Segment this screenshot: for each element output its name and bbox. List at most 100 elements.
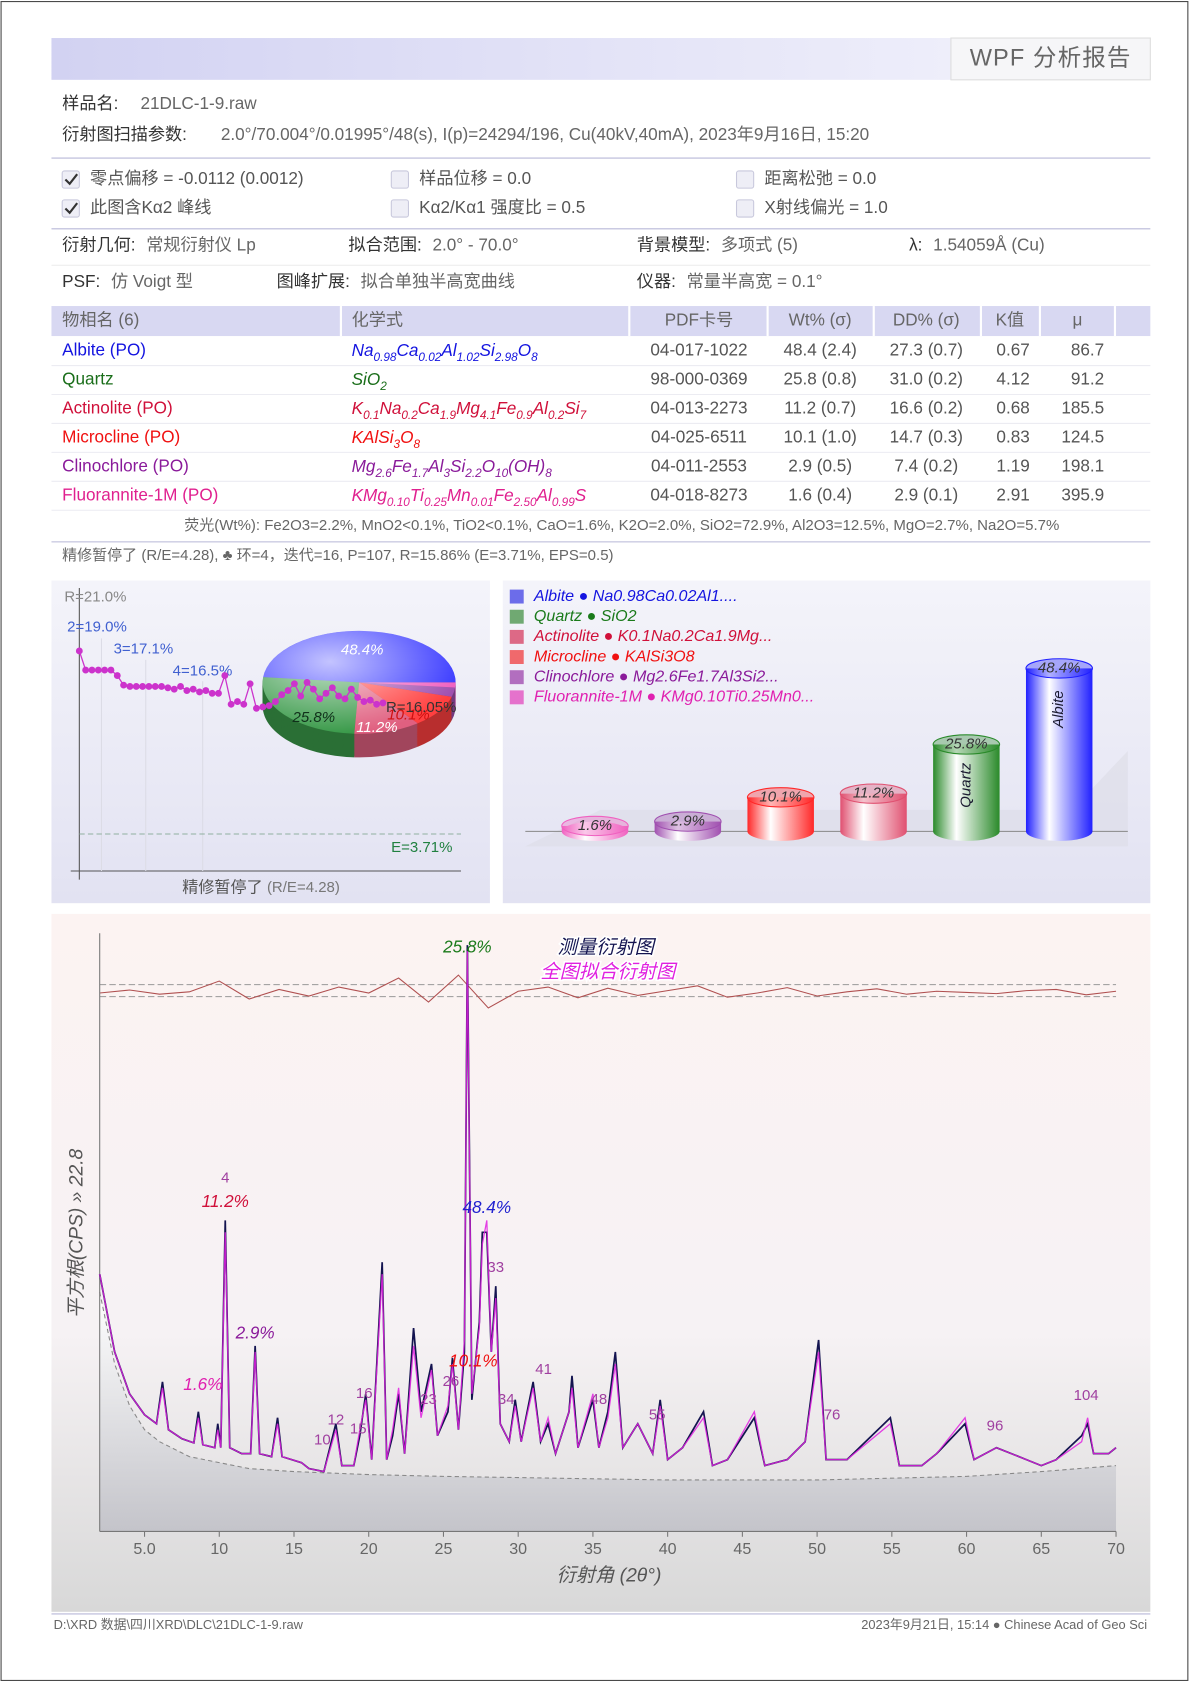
checkbox	[735, 170, 755, 189]
x-tick-label: 5.0	[133, 1540, 155, 1558]
table-cell: 04-017-1022	[650, 340, 747, 360]
r-point	[328, 684, 336, 692]
cylinder-top	[654, 811, 722, 832]
table-cell: 91.2	[1071, 369, 1104, 389]
option-label: Kα2/Kα1 强度比 = 0.5	[419, 197, 585, 217]
pie-label: 11.2%	[356, 719, 397, 736]
bar-value-label: 48.4%	[1038, 659, 1081, 676]
table-cell: 27.3 (0.7)	[890, 340, 963, 360]
r-point	[347, 685, 355, 693]
r-point	[208, 689, 216, 697]
table-cell: Quartz	[62, 369, 113, 389]
bar-value-label: 25.8%	[944, 735, 988, 752]
r-point	[107, 666, 115, 674]
peak-annotation: 96	[987, 1418, 1004, 1435]
option-label: X射线偏光 = 1.0	[764, 197, 887, 217]
bar-value-label: 11.2%	[853, 785, 894, 802]
sample-value: 21DLC-1-9.raw	[140, 93, 257, 113]
table-cell: 1.6 (0.4)	[788, 484, 852, 504]
checkbox	[390, 199, 409, 218]
x-tick-label: 35	[584, 1540, 602, 1558]
setting-label: 衍射几何:	[62, 235, 135, 255]
r-point	[373, 700, 381, 708]
title-box	[950, 37, 1151, 81]
table-cell: 0.83	[996, 426, 1029, 446]
footer-date: 2023年9月21日, 15:14 ● Chinese Acad of Geo …	[861, 1617, 1147, 1632]
x-tick-label: 60	[958, 1540, 976, 1558]
checkbox	[390, 170, 409, 189]
r-label: R=21.0%	[64, 589, 126, 606]
r-point	[164, 684, 172, 692]
setting-value: 多项式 (5)	[721, 235, 798, 255]
checkmark	[64, 173, 79, 186]
setting-value: 拟合单独半高宽曲线	[361, 271, 515, 291]
legend-entry: Clinochlore ● Mg2.6Fe1.7Al3Si2...	[534, 667, 779, 685]
cylinder-top	[932, 734, 1001, 755]
table-cell: 98-000-0369	[650, 369, 747, 389]
r-point	[221, 672, 229, 679]
scan-value: 2.0°/70.004°/0.01995°/48(s), I(p)=24294/…	[221, 124, 869, 144]
peak-annotation: 48	[591, 1391, 608, 1408]
r-point	[132, 683, 140, 690]
table-cell: 14.7 (0.3)	[890, 426, 963, 446]
legend-entry: Quartz ● SiO2	[534, 607, 637, 625]
r-point	[253, 704, 260, 712]
r-point	[170, 685, 178, 693]
formula: Na0.98Ca0.02Al1.02Si2.98O8	[352, 340, 538, 364]
x-tick-label: 30	[509, 1540, 527, 1558]
peak-annotation: 15	[350, 1421, 367, 1438]
r-point	[196, 688, 203, 696]
x-axis-note: (R/E=4.28)	[267, 879, 340, 896]
bar	[933, 744, 1000, 832]
formula: K0.1Na0.2Ca1.9Mg4.1Fe0.9Al0.2Si7	[352, 397, 587, 421]
x-tick-label: 55	[883, 1540, 901, 1558]
table-header: K值	[996, 310, 1025, 330]
r-point	[259, 703, 267, 711]
legend-entry: 测量衍射图	[558, 936, 657, 958]
table-cell: 31.0 (0.2)	[890, 369, 963, 389]
table-cell: 198.1	[1061, 455, 1104, 475]
r-point	[341, 695, 349, 703]
table-header: 化学式	[352, 310, 403, 330]
cylinder-top	[839, 783, 908, 804]
e-label: E=3.71%	[391, 839, 452, 856]
table-cell: Microcline (PO)	[62, 426, 180, 446]
legend-entry: Albite ● Na0.98Ca0.02Al1....	[533, 587, 738, 605]
x-axis-label: 衍射角 (2θ°)	[556, 1565, 661, 1587]
peak-annotation: 12	[328, 1412, 345, 1429]
bar	[840, 793, 907, 832]
peak-annotation: 10	[314, 1431, 331, 1448]
r-point	[316, 695, 324, 703]
x-tick-label: 40	[659, 1540, 677, 1558]
r-point	[158, 683, 165, 690]
legend-entry: 全图拟合衍射图	[540, 961, 678, 983]
pie-label: 48.4%	[341, 641, 384, 658]
table-cell: 395.9	[1061, 484, 1104, 504]
cylinder-top	[561, 815, 629, 837]
r-point	[303, 678, 311, 686]
legend-swatch	[509, 650, 524, 665]
option-label: 距离松弛 = 0.0	[764, 168, 876, 188]
x-tick-label: 20	[360, 1540, 378, 1558]
peak-annotation: 4	[221, 1169, 229, 1186]
iteration-label: 3=17.1%	[114, 641, 174, 658]
iteration-label: 2=19.0%	[67, 619, 127, 636]
bar-category-label: Quartz	[957, 762, 974, 808]
table-cell: 11.2 (0.7)	[784, 397, 856, 417]
r-point	[177, 683, 184, 690]
table-cell: Fluorannite-1M (PO)	[62, 484, 218, 504]
x-tick-label: 25	[435, 1540, 453, 1558]
r-point	[322, 689, 330, 697]
r-point	[75, 647, 83, 655]
bar	[561, 825, 629, 832]
table-header: 物相名 (6)	[62, 310, 139, 330]
difference-curve	[99, 974, 1117, 1009]
r-point	[284, 687, 292, 695]
r-point	[120, 681, 128, 689]
setting-label: 图峰扩展:	[277, 271, 350, 291]
legend-swatch	[509, 629, 524, 644]
peak-annotation: 16	[356, 1385, 373, 1402]
setting-label: PSF:	[62, 271, 100, 291]
table-header: DD% (σ)	[893, 310, 960, 330]
